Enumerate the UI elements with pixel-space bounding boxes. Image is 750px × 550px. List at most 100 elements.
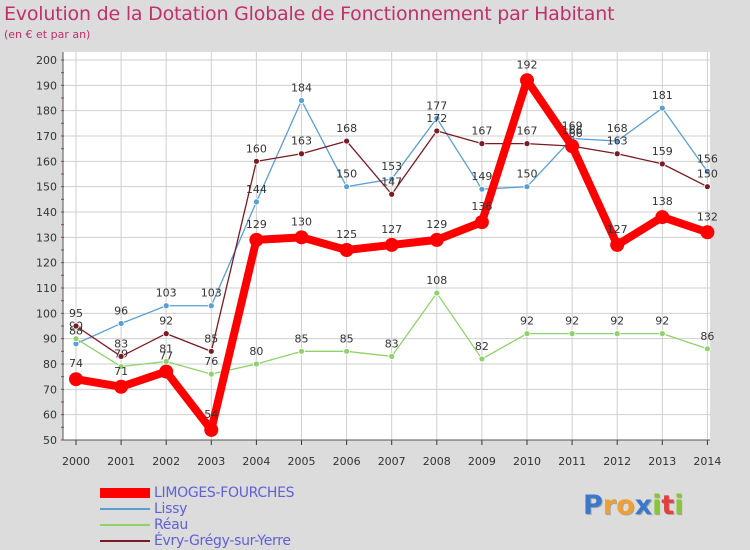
data-point: [252, 157, 260, 165]
data-point: [700, 225, 715, 240]
data-point: [478, 185, 486, 193]
y-tick-label: 120: [36, 257, 57, 270]
data-point: [207, 347, 215, 355]
data-label: 95: [69, 307, 83, 320]
chart-subtitle: (en € et par an): [4, 28, 91, 41]
data-point: [298, 97, 305, 104]
data-point: [474, 215, 489, 230]
data-point: [429, 232, 444, 247]
data-point: [339, 243, 354, 257]
data-point: [433, 127, 441, 135]
data-point: [388, 175, 396, 183]
data-label: 181: [652, 89, 673, 102]
data-label: 153: [381, 160, 402, 173]
data-point: [384, 237, 399, 252]
data-label: 150: [517, 168, 538, 181]
legend-label-reau: Réau: [154, 517, 188, 533]
data-point: [117, 320, 125, 327]
y-tick-label: 70: [43, 383, 57, 396]
y-tick-label: 110: [36, 282, 57, 295]
data-point: [655, 210, 670, 225]
y-tick-label: 180: [36, 105, 57, 118]
data-point: [388, 352, 396, 360]
data-point: [388, 190, 396, 198]
x-tick-label: 2004: [242, 455, 270, 468]
logo-letter: i: [674, 490, 684, 521]
data-label: 74: [69, 357, 83, 370]
x-tick-label: 2012: [603, 455, 631, 468]
data-point: [162, 330, 170, 338]
data-label: 108: [426, 274, 447, 287]
data-point: [433, 114, 441, 122]
logo-letter: P: [583, 490, 603, 521]
x-tick-label: 2006: [333, 455, 361, 468]
data-point: [613, 150, 621, 158]
data-label: 85: [295, 332, 309, 345]
data-label: 163: [291, 135, 312, 148]
data-label: 127: [607, 223, 628, 236]
data-label: 192: [517, 58, 538, 71]
data-label: 166: [562, 124, 583, 137]
y-tick-label: 140: [36, 206, 57, 219]
data-point: [162, 302, 170, 310]
data-point: [704, 183, 711, 191]
logo-letter: i: [652, 490, 662, 521]
data-label: 85: [204, 332, 218, 345]
chart-title: Evolution de la Dotation Globale de Fonc…: [4, 3, 615, 25]
data-label: 83: [385, 337, 399, 350]
data-label: 132: [697, 210, 718, 223]
legend-label-lissy: Lissy: [154, 501, 188, 517]
legend-label-evry: Évry-Grégy-sur-Yerre: [154, 533, 291, 549]
data-label: 103: [201, 287, 222, 300]
data-label: 138: [652, 195, 673, 208]
data-label: 168: [607, 122, 628, 135]
data-point: [114, 379, 129, 394]
y-tick-label: 170: [36, 130, 57, 143]
data-label: 92: [655, 315, 669, 328]
data-point: [204, 422, 219, 437]
data-label: 147: [381, 175, 402, 188]
data-label: 129: [246, 218, 267, 231]
data-point: [610, 237, 625, 252]
logo-letter: t: [661, 490, 675, 521]
data-label: 81: [159, 342, 173, 355]
data-label: 96: [114, 304, 128, 317]
data-label: 103: [156, 287, 177, 300]
x-tick-label: 2005: [288, 455, 316, 468]
data-point: [343, 183, 351, 191]
data-label: 130: [291, 215, 312, 228]
data-label: 184: [291, 82, 312, 95]
x-tick-label: 2011: [558, 455, 586, 468]
data-point: [343, 347, 351, 355]
data-label: 77: [159, 350, 173, 363]
data-point: [162, 358, 170, 365]
data-point: [69, 372, 83, 387]
data-label: 172: [426, 112, 447, 125]
logo-letter: o: [616, 490, 635, 521]
x-tick-label: 2008: [423, 455, 451, 468]
y-tick-label: 80: [43, 358, 57, 371]
data-label: 80: [249, 345, 263, 358]
legend-item-evry: Évry-Grégy-sur-Yerre: [100, 533, 294, 549]
proxiti-logo: Proxiti: [583, 490, 684, 521]
data-label: 163: [607, 135, 628, 148]
data-point: [658, 104, 666, 112]
x-tick-label: 2002: [152, 455, 180, 468]
data-label: 92: [520, 315, 534, 328]
data-label: 92: [159, 315, 173, 328]
logo-letter: x: [634, 490, 653, 521]
data-label: 125: [336, 228, 357, 241]
data-label: 129: [426, 218, 447, 231]
data-point: [523, 330, 531, 338]
data-point: [565, 139, 580, 154]
data-label: 167: [517, 125, 538, 138]
legend: LIMOGES-FOURCHES Lissy Réau Évry-Grégy-s…: [100, 485, 295, 549]
data-label: 82: [475, 340, 489, 353]
data-label: 86: [700, 330, 714, 343]
data-point: [298, 347, 305, 355]
data-point: [523, 183, 531, 191]
data-label: 168: [336, 122, 357, 135]
legend-item-reau: Réau: [100, 517, 294, 533]
data-label: 136: [471, 200, 492, 213]
